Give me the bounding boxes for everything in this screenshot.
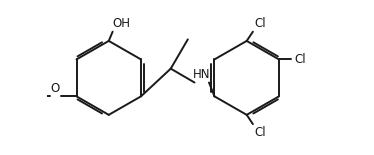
Text: Cl: Cl (254, 17, 266, 30)
Text: O: O (50, 82, 59, 95)
Text: Cl: Cl (294, 53, 306, 66)
Text: Cl: Cl (254, 126, 266, 139)
Text: OH: OH (113, 17, 131, 30)
Text: HN: HN (193, 68, 211, 81)
